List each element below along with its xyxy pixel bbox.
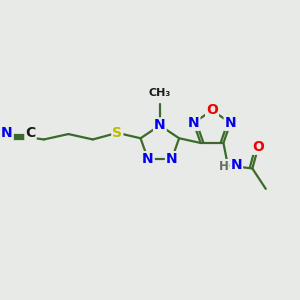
Text: N: N bbox=[188, 116, 200, 130]
Text: C: C bbox=[26, 126, 36, 140]
Text: N: N bbox=[142, 152, 154, 166]
Text: O: O bbox=[252, 140, 264, 154]
Text: N: N bbox=[1, 126, 13, 140]
Text: N: N bbox=[230, 158, 242, 172]
Text: CH₃: CH₃ bbox=[149, 88, 171, 98]
Text: N: N bbox=[166, 152, 178, 166]
Text: S: S bbox=[112, 126, 122, 140]
Text: H: H bbox=[218, 160, 228, 172]
Text: N: N bbox=[154, 118, 166, 132]
Text: N: N bbox=[225, 116, 236, 130]
Text: O: O bbox=[206, 103, 218, 117]
